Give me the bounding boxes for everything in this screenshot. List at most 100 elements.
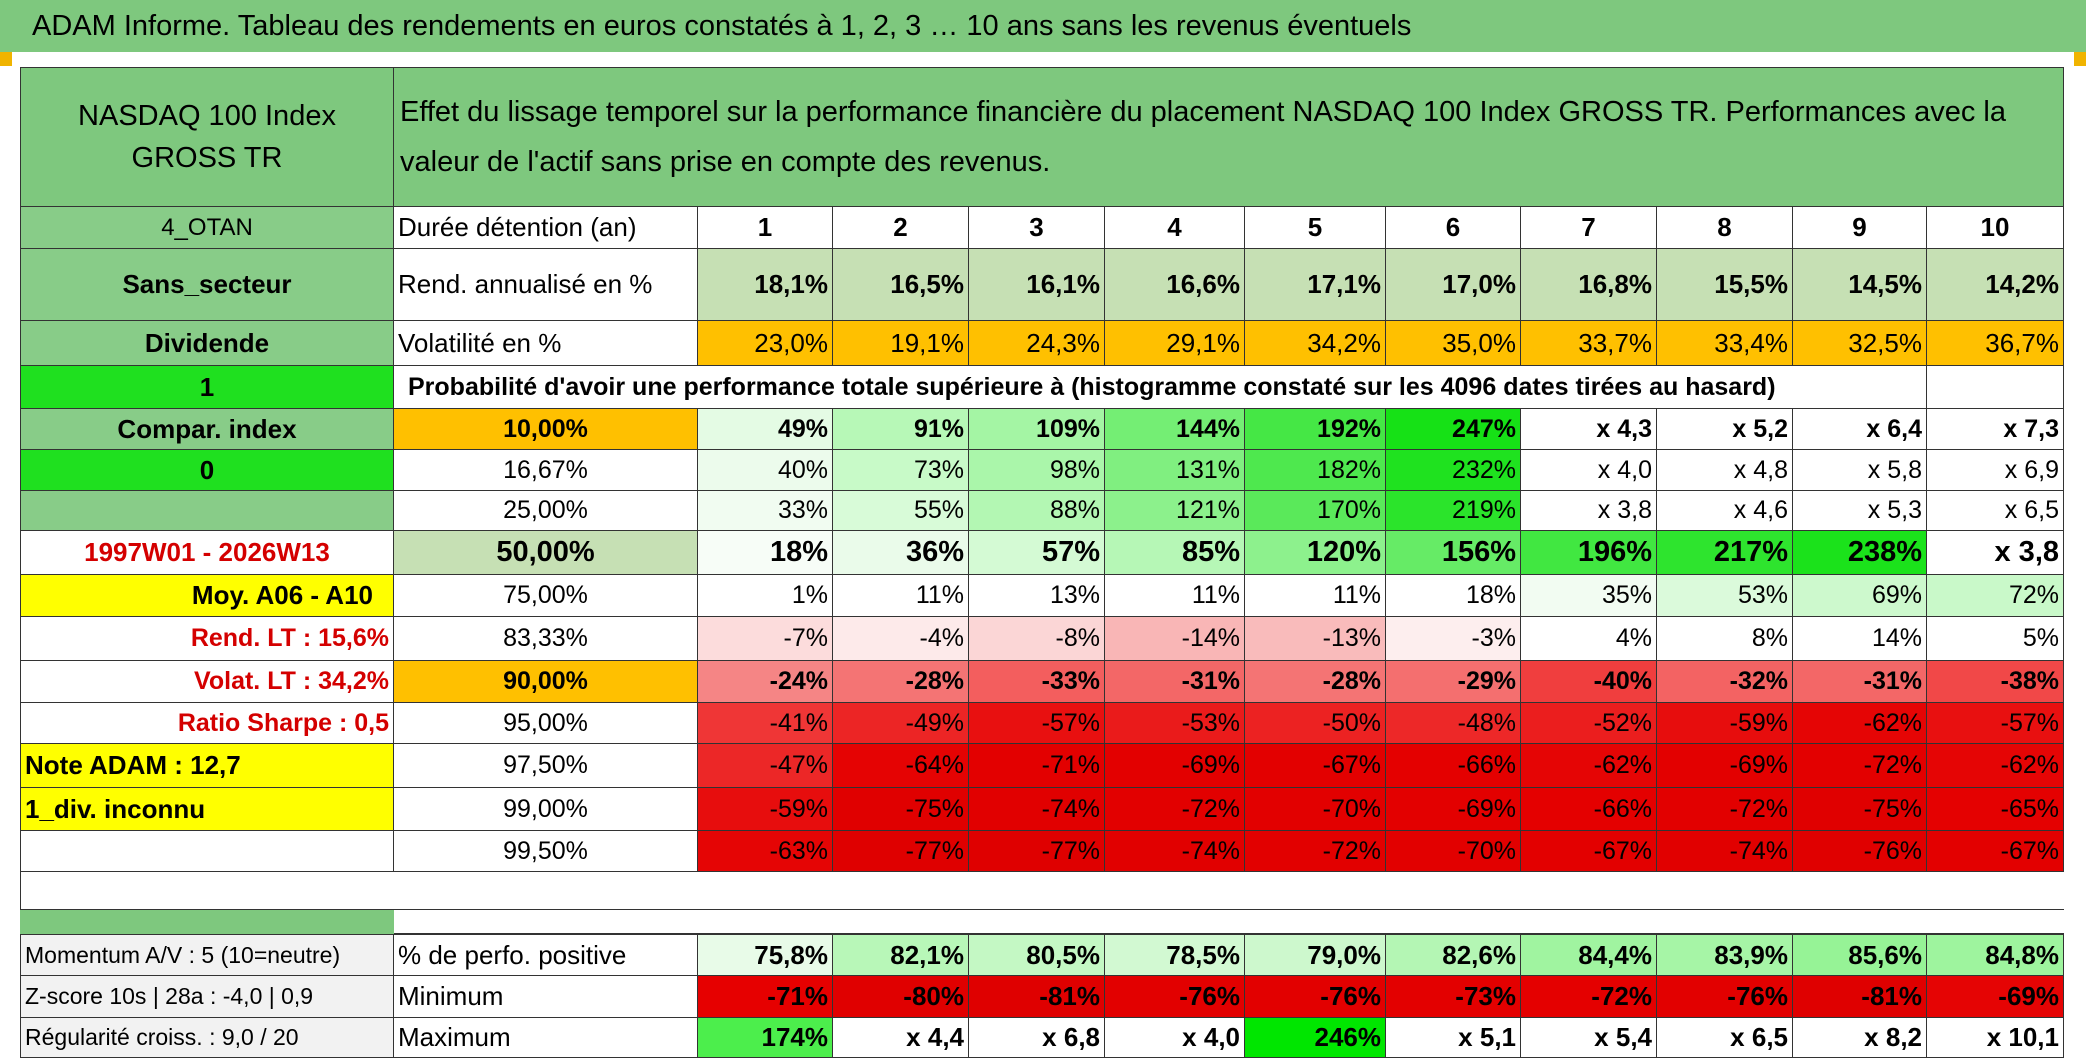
probability-value: 4% <box>1521 617 1657 661</box>
probability-value: 73% <box>833 450 969 491</box>
threshold-level: 95,00% <box>394 703 698 744</box>
vol-label: Volatilité en % <box>394 321 698 366</box>
threshold-level: 16,67% <box>394 450 698 491</box>
corner-marker <box>0 52 12 66</box>
year-header: 2 <box>833 207 969 249</box>
probability-value: 88% <box>969 491 1105 531</box>
maximum-value: x 10,1 <box>1927 1018 2064 1058</box>
probability-value: -72% <box>1105 788 1245 831</box>
maximum-value: x 6,8 <box>969 1018 1105 1058</box>
vol-value: 19,1% <box>833 321 969 366</box>
probability-value: -75% <box>833 788 969 831</box>
empty-sidebar-cell <box>20 831 394 872</box>
probability-value: -57% <box>969 703 1105 744</box>
vol-value: 34,2% <box>1245 321 1386 366</box>
probability-value: x 5,8 <box>1793 450 1927 491</box>
separator-cell <box>394 910 2064 934</box>
value-one: 1 <box>20 366 394 409</box>
probability-value: x 7,3 <box>1927 409 2064 450</box>
positive-perf-value: 79,0% <box>1245 934 1386 976</box>
probability-value: 156% <box>1386 531 1521 575</box>
probability-value: -71% <box>969 744 1105 788</box>
year-header: 5 <box>1245 207 1386 249</box>
probability-value: -76% <box>1793 831 1927 872</box>
probability-value: 49% <box>698 409 833 450</box>
probability-value: 18% <box>698 531 833 575</box>
probability-value: -13% <box>1245 617 1386 661</box>
rend-value: 15,5% <box>1657 249 1793 321</box>
probability-value: -47% <box>698 744 833 788</box>
minimum-value: -71% <box>698 976 833 1018</box>
compar-index-label: Compar. index <box>20 409 394 450</box>
probability-value: 91% <box>833 409 969 450</box>
positive-perf-value: 84,8% <box>1927 934 2064 976</box>
probability-value: -57% <box>1927 703 2064 744</box>
positive-perf-value: 84,4% <box>1521 934 1657 976</box>
rend-value: 16,5% <box>833 249 969 321</box>
rend-value: 16,8% <box>1521 249 1657 321</box>
threshold-level: 99,50% <box>394 831 698 872</box>
probability-value: x 6,4 <box>1793 409 1927 450</box>
probability-value: -29% <box>1386 661 1521 703</box>
threshold-level: 97,50% <box>394 744 698 788</box>
probability-value: -70% <box>1245 788 1386 831</box>
vol-value: 33,7% <box>1521 321 1657 366</box>
maximum-value: 246% <box>1245 1018 1386 1058</box>
minimum-value: -80% <box>833 976 969 1018</box>
probability-value: -62% <box>1927 744 2064 788</box>
footer-metric-label: Z-score 10s | 28a : -4,0 | 0,9 <box>20 976 394 1018</box>
vol-value: 32,5% <box>1793 321 1927 366</box>
probability-value: -40% <box>1521 661 1657 703</box>
separator-cell <box>20 872 394 910</box>
probability-value: 238% <box>1793 531 1927 575</box>
probability-value: 53% <box>1657 575 1793 617</box>
probability-value: x 4,6 <box>1657 491 1793 531</box>
probability-value: x 6,9 <box>1927 450 2064 491</box>
probability-value: 217% <box>1657 531 1793 575</box>
empty-sidebar-cell <box>20 491 394 531</box>
positive-perf-value: 75,8% <box>698 934 833 976</box>
probability-value: -74% <box>1105 831 1245 872</box>
probability-value: -50% <box>1245 703 1386 744</box>
probability-value: 1% <box>698 575 833 617</box>
threshold-level: 83,33% <box>394 617 698 661</box>
probability-value: -70% <box>1386 831 1521 872</box>
rend-value: 16,1% <box>969 249 1105 321</box>
positive-perf-value: 85,6% <box>1793 934 1927 976</box>
rend-value: 14,2% <box>1927 249 2064 321</box>
threshold-level: 50,00% <box>394 531 698 575</box>
probability-value: 57% <box>969 531 1105 575</box>
probability-value: -77% <box>969 831 1105 872</box>
maximum-value: x 6,5 <box>1657 1018 1793 1058</box>
probability-value: 192% <box>1245 409 1386 450</box>
separator-band <box>20 910 394 934</box>
footer-metric-label: Momentum A/V : 5 (10=neutre) <box>20 934 394 976</box>
probability-value: -63% <box>698 831 833 872</box>
rend-value: 16,6% <box>1105 249 1245 321</box>
probability-value: -3% <box>1386 617 1521 661</box>
positive-perf-value: 78,5% <box>1105 934 1245 976</box>
minimum-value: -73% <box>1386 976 1521 1018</box>
probability-value: 5% <box>1927 617 2064 661</box>
probability-value: 98% <box>969 450 1105 491</box>
empty-cell <box>1927 366 2064 409</box>
year-header: 1 <box>698 207 833 249</box>
year-header: 4 <box>1105 207 1245 249</box>
dividend-info-label: 1_div. inconnu <box>20 788 394 831</box>
probability-value: -67% <box>1927 831 2064 872</box>
probability-value: x 6,5 <box>1927 491 2064 531</box>
probability-value: 109% <box>969 409 1105 450</box>
positive-perf-value: 82,6% <box>1386 934 1521 976</box>
code-label: 4_OTAN <box>20 207 394 249</box>
probability-value: -4% <box>833 617 969 661</box>
probability-value: -74% <box>1657 831 1793 872</box>
threshold-level: 10,00% <box>394 409 698 450</box>
probability-value: -77% <box>833 831 969 872</box>
maximum-value: x 4,4 <box>833 1018 969 1058</box>
note-adam-label: Note ADAM : 12,7 <box>20 744 394 788</box>
description-header: Effet du lissage temporel sur la perform… <box>394 67 2064 207</box>
probability-value: -62% <box>1521 744 1657 788</box>
probability-value: -38% <box>1927 661 2064 703</box>
rend-lt-label: Rend. LT : 15,6% <box>20 617 394 661</box>
minimum-label: Minimum <box>394 976 698 1018</box>
